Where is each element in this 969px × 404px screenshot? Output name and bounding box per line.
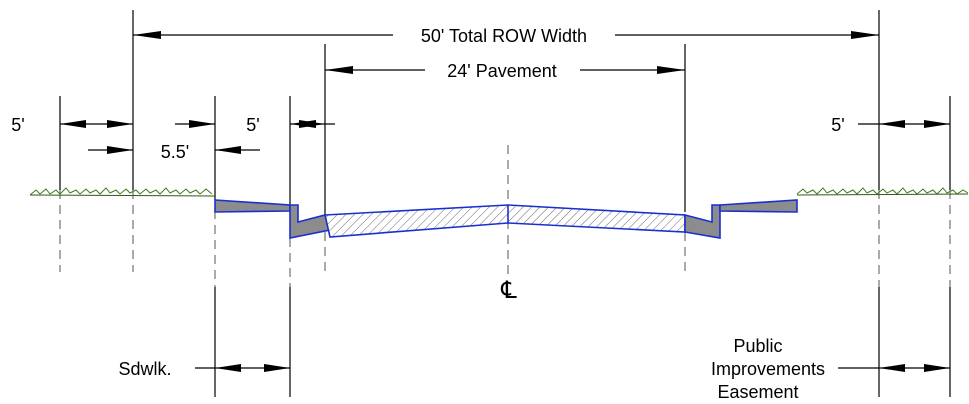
- total-row-label: 50' Total ROW Width: [421, 26, 587, 46]
- pavement: [324, 204, 686, 238]
- mid-5-label: 5': [246, 115, 259, 135]
- road-section: [214, 199, 798, 239]
- curb-left: [289, 204, 332, 239]
- centerline-symbol: ℄: [500, 276, 517, 304]
- easement-label-line2: Improvements: [711, 359, 825, 379]
- dimension-total-row: [133, 31, 879, 39]
- easement-label-line3: Easement: [717, 382, 798, 402]
- mid-5-5-label: 5.5': [161, 142, 189, 162]
- right-5-label: 5': [831, 115, 844, 135]
- dimension-5-5: [88, 146, 260, 154]
- left-5-label: 5': [11, 115, 24, 135]
- dimension-easement: [838, 364, 950, 372]
- dimension-sidewalk: [195, 364, 290, 372]
- extension-lines: [59, 10, 951, 397]
- pavement-label: 24' Pavement: [447, 61, 557, 81]
- sidewalk-label: Sdwlk.: [118, 359, 171, 379]
- dimension-row-upper: [60, 120, 950, 128]
- easement-label-line1: Public: [733, 336, 782, 356]
- sidewalk-left: [214, 199, 291, 213]
- grass-right: [796, 187, 969, 196]
- sidewalk-right: [719, 199, 798, 213]
- dimension-pavement: [325, 66, 685, 74]
- grass-left: [29, 187, 216, 197]
- curb-right: [684, 204, 721, 239]
